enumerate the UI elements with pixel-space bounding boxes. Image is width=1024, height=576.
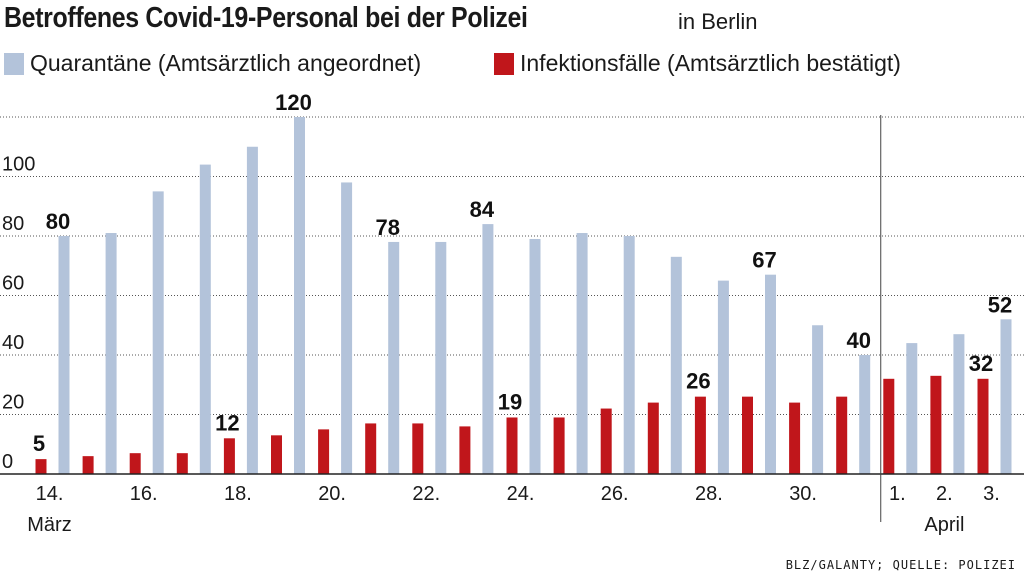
bar-infection [365,423,377,474]
data-label-quarantine: 78 [375,215,399,240]
data-label-quarantine: 84 [470,197,495,222]
x-tick-label: 26. [601,483,629,505]
y-tick-label: 60 [2,273,24,295]
x-tick-label: 22. [412,483,440,505]
bar-quarantine [623,236,635,474]
bar-infection [223,438,235,474]
data-label-infection: 26 [686,369,710,394]
bar-quarantine [670,256,682,474]
bar-quarantine [576,233,588,474]
data-label-infection: 12 [215,410,239,435]
bar-quarantine [105,233,117,474]
x-tick-label: 30. [789,483,817,505]
legend-swatch-infection [494,52,514,75]
x-tick-label: 3. [983,483,1000,505]
data-label-quarantine: 80 [46,209,70,234]
bar-infection [789,402,801,474]
bar-infection [553,417,565,474]
source-note: BLZ/GALANTY; QUELLE: POLIZEI [785,558,1016,572]
bar-quarantine [953,334,965,474]
data-label-quarantine: 67 [752,248,776,273]
bar-quarantine [1000,319,1012,474]
bar-quarantine [388,241,400,474]
bar-infection [647,402,659,474]
data-label-infection: 5 [33,431,45,456]
bar-quarantine [152,191,164,474]
bar-quarantine [341,182,353,474]
legend-item-infection: Infektionsfälle (Amtsärztlich bestätigt) [494,50,901,77]
bar-quarantine [906,343,918,474]
bar-quarantine [717,280,729,474]
bar-infection [930,375,942,474]
x-tick-label: 14. [36,483,64,505]
data-label-infection: 19 [498,389,522,414]
legend-swatch-quarantine [4,52,24,75]
y-tick-label: 20 [2,392,24,414]
bar-quarantine [246,146,258,474]
bar-infection [977,378,989,474]
bar-quarantine [482,224,494,474]
x-tick-label: 24. [507,483,535,505]
bar-infection [742,396,753,474]
bar-infection [176,453,188,474]
data-label-quarantine: 120 [275,90,312,115]
legend-label-infection: Infektionsfälle (Amtsärztlich bestätigt) [520,50,901,76]
y-tick-label: 0 [2,451,13,473]
chart-title: Betroffenes Covid-19-Personal bei der Po… [4,2,528,34]
month-label: März [27,514,71,536]
chart-subtitle: in Berlin [678,9,758,34]
bar-infection [459,426,471,474]
x-tick-label: 20. [318,483,346,505]
bar-quarantine [765,274,776,474]
y-tick-label: 40 [2,332,24,354]
bar-quarantine [199,164,211,474]
x-tick-label: 1. [889,483,906,505]
bar-quarantine [812,325,824,474]
bar-infection [318,429,330,474]
y-tick-label: 100 [2,154,35,176]
bar-infection [82,456,94,474]
data-label-quarantine: 52 [988,292,1012,317]
bar-quarantine [435,241,447,474]
legend-item-quarantine: Quarantäne (Amtsärztlich angeordnet) [4,50,421,77]
title-row: Betroffenes Covid-19-Personal bei der Po… [4,2,613,35]
bar-infection [412,423,424,474]
month-label: April [924,514,964,536]
bar-infection [694,396,706,474]
bar-quarantine [529,238,541,474]
legend-label-quarantine: Quarantäne (Amtsärztlich angeordnet) [30,50,422,76]
data-label-infection: 32 [969,351,993,376]
bar-infection [271,435,282,474]
x-tick-label: 18. [224,483,252,505]
x-tick-label: 2. [936,483,953,505]
bar-quarantine [859,355,871,474]
y-tick-label: 80 [2,213,24,235]
x-tick-label: 28. [695,483,723,505]
x-tick-label: 16. [130,483,158,505]
bar-infection [35,459,47,474]
bar-quarantine [294,117,305,474]
data-label-quarantine: 40 [846,328,870,353]
bar-infection [883,378,895,474]
bar-infection [600,408,612,474]
bar-infection [129,453,141,474]
bar-infection [836,396,848,474]
bar-quarantine [58,236,70,474]
bar-infection [506,417,518,474]
